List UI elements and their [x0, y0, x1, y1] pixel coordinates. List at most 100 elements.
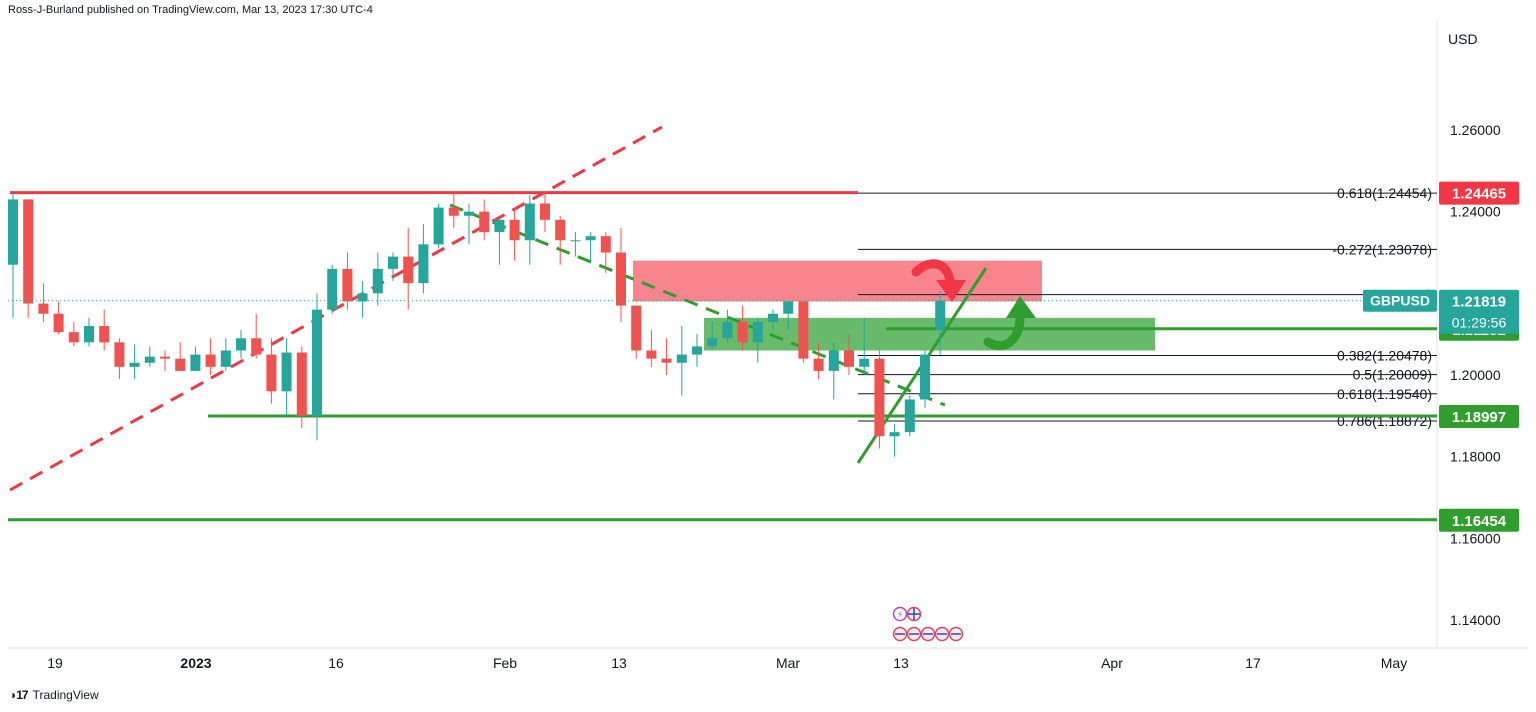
event-icons-row-top[interactable]: ⚡ [892, 606, 922, 622]
candle [737, 305, 748, 351]
candle [524, 195, 535, 265]
candle [479, 199, 490, 241]
price-level-badge: 1.16454 [1439, 508, 1519, 532]
y-tick-label: 1.18000 [1450, 449, 1501, 465]
candle [236, 330, 246, 359]
candle [555, 215, 566, 265]
candle [448, 191, 459, 228]
candle [874, 350, 885, 449]
descending-trendline [449, 203, 946, 407]
candle [722, 309, 733, 343]
candle [372, 252, 383, 306]
candle [84, 317, 94, 347]
candle [768, 309, 778, 331]
candle [312, 293, 322, 441]
tradingview-mark-icon: ◗17 [10, 688, 29, 702]
candle [220, 338, 231, 371]
x-tick-label: Feb [493, 655, 517, 671]
candle [342, 252, 353, 310]
candle [509, 207, 520, 261]
candle [403, 228, 414, 310]
x-tick-label: Mar [776, 655, 800, 671]
candle [38, 283, 49, 322]
candle [144, 346, 155, 367]
candle [205, 338, 216, 375]
candle [707, 321, 718, 351]
x-tick-label: 16 [328, 655, 344, 671]
x-tick-label: 13 [611, 655, 627, 671]
candle [464, 203, 474, 245]
candle [540, 191, 550, 233]
candle [53, 301, 64, 335]
symbol-tag [1363, 289, 1437, 312]
support-zone [704, 317, 1155, 351]
x-tick-label: Apr [1101, 655, 1123, 671]
candle [388, 252, 398, 282]
candle [752, 317, 763, 363]
candle [357, 281, 368, 318]
candle [266, 338, 277, 404]
candle [114, 338, 125, 380]
fib-level-label: -0.272(1.23078) [1332, 241, 1432, 257]
candle [418, 223, 429, 294]
candle [281, 338, 292, 416]
candle [889, 424, 900, 457]
candle [585, 232, 596, 261]
currency-label: USD [1448, 31, 1478, 47]
candle [631, 305, 642, 359]
fib-level-label: 0.382(1.20478) [1337, 347, 1432, 363]
last-price-value: 1.21819 [1452, 294, 1506, 311]
x-tick-label: 19 [47, 655, 63, 671]
svg-text:1.16454: 1.16454 [1452, 513, 1507, 530]
publisher-header: Ross-J-Burland published on TradingView.… [8, 4, 373, 16]
event-icons-row-bottom[interactable] [892, 626, 964, 642]
candle [570, 232, 581, 257]
candle [813, 342, 824, 380]
candle [661, 338, 672, 375]
resistance-zone [633, 260, 1042, 302]
candle [692, 334, 702, 367]
candle [646, 330, 657, 367]
candle [783, 301, 794, 331]
symbol-label: GBPUSD [1370, 293, 1430, 309]
price-level-badge: 1.24465 [1439, 181, 1519, 205]
green-curved-arrow-icon [983, 313, 1025, 351]
y-tick-label: 1.26000 [1450, 122, 1501, 138]
price-level-badge: 1.18997 [1439, 404, 1519, 428]
candle [8, 191, 18, 318]
candle [251, 313, 262, 359]
fib-level-label: 0.618(1.24454) [1337, 185, 1432, 201]
tradingview-logo[interactable]: ◗17 TradingView [10, 688, 99, 702]
fib-level-label: 0.5(1.20009) [1353, 367, 1432, 383]
candle [676, 326, 687, 396]
candle [175, 342, 186, 371]
green-arrowhead-icon [1006, 296, 1036, 318]
x-tick-label: 2023 [180, 655, 211, 671]
bar-countdown: 01:29:56 [1452, 315, 1507, 331]
y-tick-label: 1.16000 [1450, 530, 1501, 546]
candle [935, 291, 946, 355]
candle [494, 215, 505, 265]
candle [920, 350, 930, 408]
candle [433, 203, 444, 249]
x-tick-label: May [1381, 655, 1407, 671]
candle [160, 350, 170, 371]
y-tick-label: 1.24000 [1450, 204, 1501, 220]
svg-text:1.24465: 1.24465 [1452, 186, 1506, 203]
footer-brand-text: TradingView [32, 688, 99, 702]
candle [828, 342, 839, 400]
svg-text:1.18997: 1.18997 [1452, 409, 1506, 426]
candle [600, 232, 611, 273]
candle [296, 346, 307, 429]
x-tick-label: 17 [1245, 655, 1261, 671]
x-tick-label: 13 [893, 655, 909, 671]
red-curved-arrow-icon [911, 259, 955, 287]
y-tick-label: 1.14000 [1450, 612, 1501, 628]
red-arrowhead-icon [936, 280, 966, 302]
svg-text:⚡: ⚡ [897, 610, 903, 620]
fib-level-label: 0.618(1.19540) [1337, 386, 1432, 402]
candle [190, 346, 201, 371]
candle [859, 317, 870, 375]
candle [904, 395, 915, 437]
